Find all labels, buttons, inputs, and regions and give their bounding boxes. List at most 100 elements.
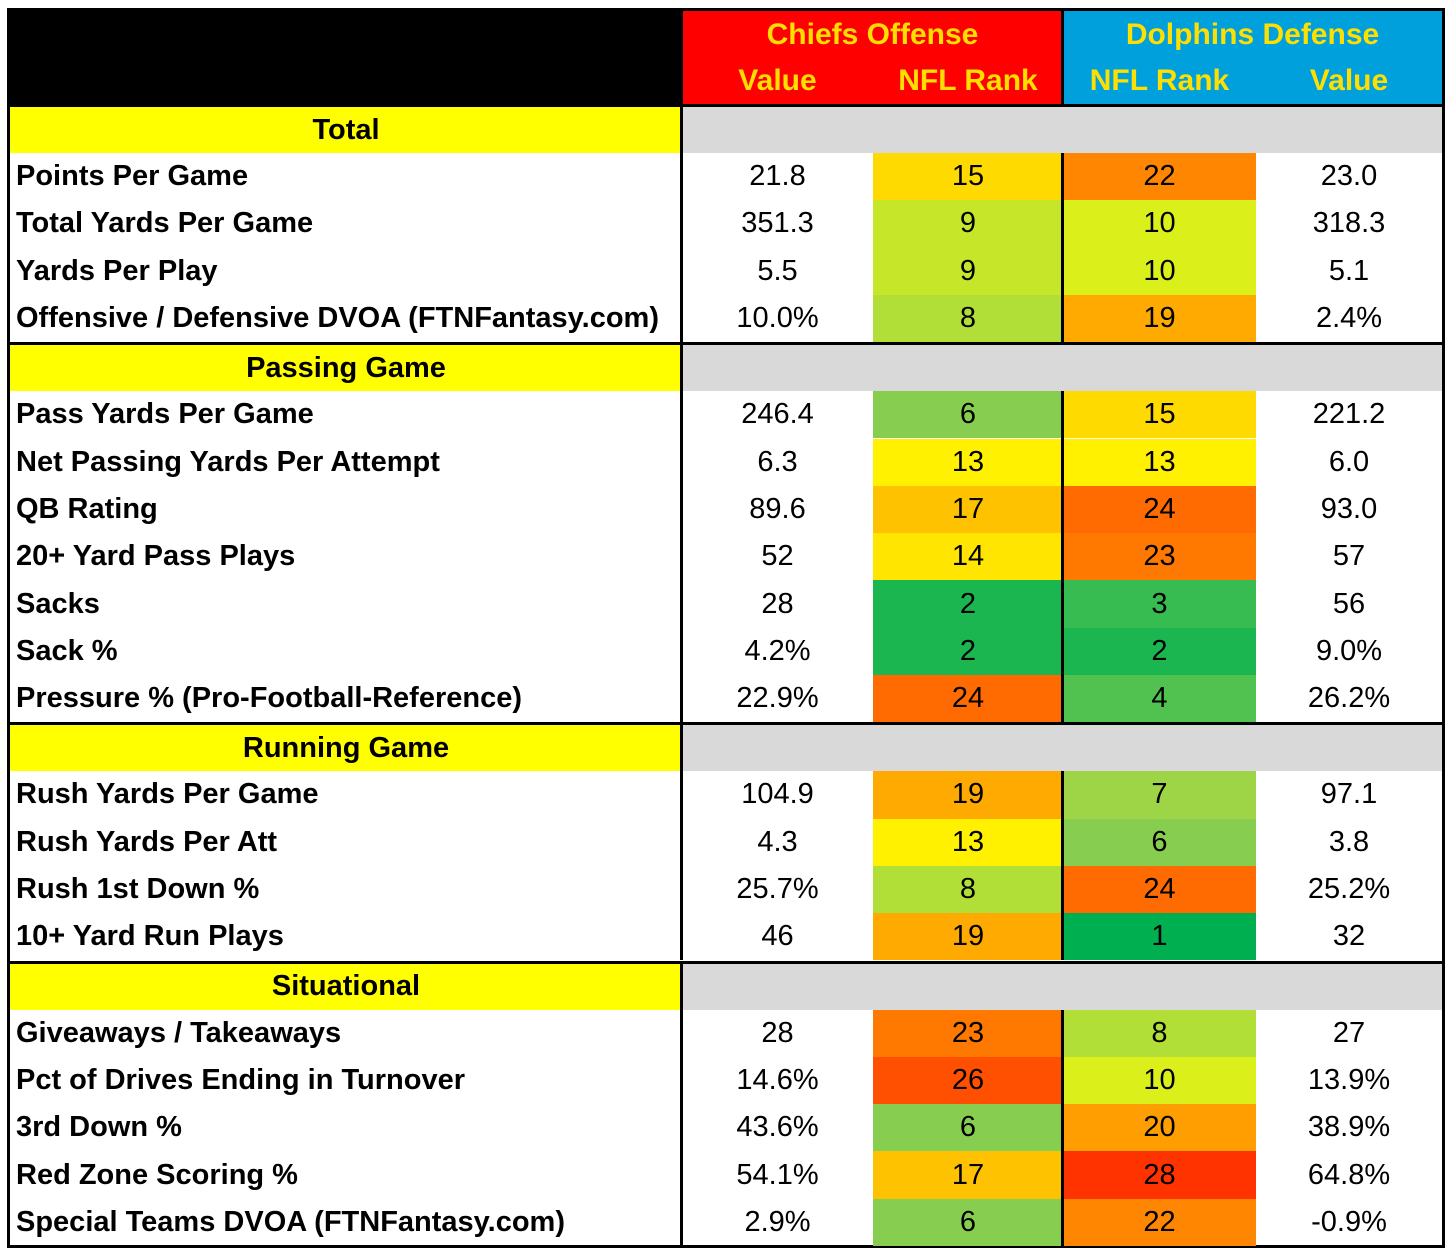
offense-rank: 2 — [873, 580, 1063, 628]
defense-header-bg — [1063, 11, 1442, 105]
offense-value: 5.5 — [757, 254, 798, 287]
defense-rank: 15 — [1063, 391, 1256, 439]
stat-label: Rush Yards Per Att — [16, 825, 278, 858]
stat-label: Giveaways / Takeaways — [16, 1016, 342, 1049]
section-filler — [682, 107, 1442, 153]
defense-value: 93.0 — [1320, 492, 1378, 525]
defense-rank: 22 — [1063, 153, 1256, 201]
offense-rank: 6 — [873, 1104, 1063, 1152]
section-filler — [682, 725, 1442, 772]
offense-value: 4.2% — [744, 634, 811, 667]
defense-value: 2.4% — [1315, 302, 1383, 335]
defense-value: 32 — [1332, 920, 1366, 953]
defense-rank: 10 — [1063, 200, 1256, 248]
offense-value: 22.9% — [736, 682, 819, 715]
offense-team-title: Chiefs Offense — [766, 18, 979, 51]
defense-rank: 13 — [1063, 438, 1256, 486]
offense-rank: 17 — [873, 485, 1063, 534]
defense-value: 25.2% — [1307, 873, 1391, 906]
offense-rank: 9 — [873, 200, 1063, 248]
stat-label: Pressure % (Pro-Football-Reference) — [16, 682, 523, 715]
defense-rank: 7 — [1063, 771, 1256, 819]
defense-rank: 1 — [1063, 913, 1256, 961]
section-divider-mid — [1061, 771, 1064, 961]
stat-label: 10+ Yard Run Plays — [16, 920, 284, 953]
offense-value: 89.6 — [749, 492, 806, 525]
defense-value: 3.8 — [1328, 825, 1370, 858]
offense-rank: 9 — [873, 247, 1063, 295]
defense-value: 38.9% — [1307, 1111, 1391, 1144]
offense-value: 52 — [761, 540, 794, 573]
defense-rank: 28 — [1063, 1151, 1256, 1199]
section-filler — [682, 345, 1442, 392]
defense-value: 5.1 — [1328, 254, 1370, 287]
section-title: Passing Game — [10, 345, 682, 392]
defense-value: 56 — [1332, 587, 1366, 620]
stat-label: Sacks — [16, 587, 100, 620]
offense-rank: 6 — [873, 391, 1063, 439]
offense-value: 2.9% — [744, 1205, 811, 1238]
offense-rank: 2 — [873, 627, 1063, 675]
defense-rank: 4 — [1063, 675, 1256, 723]
offense-rank: 24 — [873, 675, 1063, 723]
section-title: Situational — [10, 963, 682, 1010]
offense-rank: 26 — [873, 1056, 1063, 1105]
defense-rank: 22 — [1063, 1198, 1256, 1246]
offense-value: 46 — [761, 920, 794, 953]
section-divider-mid — [1061, 391, 1064, 723]
offense-value: 28 — [761, 1016, 794, 1049]
stat-label: QB Rating — [16, 492, 158, 525]
defense-value: 57 — [1332, 540, 1366, 573]
defense-value-header: Value — [1309, 64, 1389, 97]
defense-rank: 24 — [1063, 485, 1256, 534]
section-divider-mid — [1061, 153, 1064, 343]
offense-value: 54.1% — [736, 1158, 819, 1191]
offense-rank: 6 — [873, 1198, 1063, 1246]
defense-value: 318.3 — [1312, 207, 1386, 240]
stat-label: 20+ Yard Pass Plays — [16, 540, 296, 573]
section-divider-left — [680, 345, 683, 723]
stat-label: 3rd Down % — [16, 1111, 182, 1144]
defense-value: 23.0 — [1320, 160, 1378, 193]
offense-value: 14.6% — [736, 1063, 819, 1096]
offense-rank: 14 — [873, 533, 1063, 581]
header-divider-left — [680, 11, 683, 105]
offense-rank: 13 — [873, 818, 1063, 866]
header-bottom-border — [10, 104, 1442, 107]
offense-value: 104.9 — [741, 778, 814, 811]
defense-value: 97.1 — [1320, 778, 1378, 811]
defense-value: 221.2 — [1312, 398, 1386, 431]
defense-rank: 3 — [1063, 580, 1256, 628]
section-title: Total — [10, 107, 682, 153]
section-bottom-border — [10, 722, 1442, 726]
offense-rank: 23 — [873, 1009, 1063, 1057]
offense-rank-header: NFL Rank — [898, 64, 1038, 97]
defense-rank: 19 — [1063, 294, 1256, 343]
header-divider-mid — [1061, 11, 1064, 105]
offense-value: 43.6% — [736, 1111, 819, 1144]
offense-rank: 17 — [873, 1151, 1063, 1199]
defense-value: 6.0 — [1328, 445, 1370, 478]
defense-rank: 10 — [1063, 1056, 1256, 1105]
defense-value: 9.0% — [1315, 634, 1383, 667]
stat-label: Rush 1st Down % — [16, 873, 260, 906]
section-divider-left — [680, 963, 683, 1246]
header-corner — [10, 11, 682, 105]
offense-rank: 13 — [873, 438, 1063, 486]
defense-value: -0.9% — [1311, 1205, 1387, 1238]
stat-label: Yards Per Play — [16, 254, 218, 287]
defense-rank: 6 — [1063, 818, 1256, 866]
defense-value: 13.9% — [1307, 1063, 1391, 1096]
stat-label: Total Yards Per Game — [16, 207, 314, 240]
stat-label: Pct of Drives Ending in Turnover — [16, 1063, 466, 1096]
offense-value: 10.0% — [736, 302, 819, 335]
section-bottom-border — [10, 342, 1442, 346]
section-divider-left — [680, 107, 683, 343]
defense-rank: 10 — [1063, 247, 1256, 295]
offense-rank: 19 — [873, 771, 1063, 819]
offense-rank: 8 — [873, 294, 1063, 343]
offense-value: 6.3 — [757, 445, 798, 478]
defense-value: 27 — [1332, 1016, 1366, 1049]
offense-rank: 8 — [873, 865, 1063, 914]
offense-value: 25.7% — [736, 873, 819, 906]
